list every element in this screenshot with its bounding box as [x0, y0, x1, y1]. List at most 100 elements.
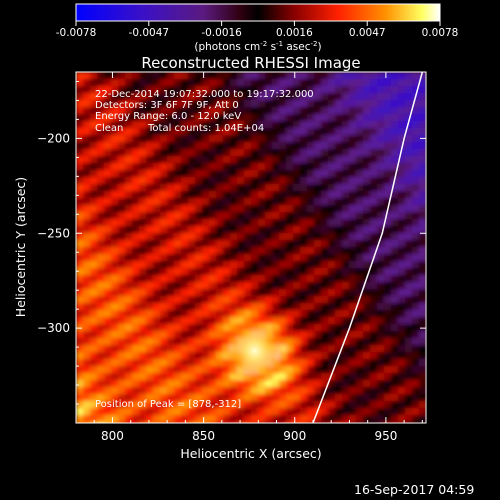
- heatmap-cell: [216, 198, 224, 206]
- heatmap-cell: [342, 240, 350, 248]
- heatmap-cell: [181, 324, 189, 332]
- heatmap-cell: [83, 107, 91, 115]
- heatmap-cell: [307, 394, 315, 402]
- heatmap-cell: [216, 142, 224, 150]
- heatmap-cell: [321, 86, 329, 94]
- heatmap-cell: [412, 198, 420, 206]
- heatmap-cell: [412, 261, 420, 269]
- heatmap-cell: [83, 128, 91, 136]
- heatmap-cell: [405, 275, 413, 283]
- heatmap-cell: [279, 296, 287, 304]
- heatmap-cell: [419, 149, 426, 157]
- heatmap-cell: [188, 289, 196, 297]
- heatmap-cell: [398, 380, 406, 388]
- heatmap-cell: [195, 142, 203, 150]
- heatmap-cell: [258, 247, 266, 255]
- heatmap-cell: [118, 268, 126, 276]
- heatmap-cell: [363, 282, 371, 290]
- heatmap-cell: [90, 226, 98, 234]
- heatmap-cell: [97, 303, 105, 311]
- heatmap-cell: [139, 93, 147, 101]
- heatmap-cell: [216, 387, 224, 395]
- heatmap-cell: [265, 114, 273, 122]
- heatmap-cell: [230, 149, 238, 157]
- heatmap-cell: [223, 135, 231, 143]
- heatmap-cell: [132, 86, 140, 94]
- heatmap-cell: [153, 352, 161, 360]
- heatmap-cell: [76, 86, 84, 94]
- heatmap-cell: [314, 135, 322, 143]
- heatmap-cell: [342, 359, 350, 367]
- heatmap-cell: [335, 72, 343, 80]
- heatmap-cell: [321, 79, 329, 87]
- heatmap-cell: [195, 275, 203, 283]
- heatmap-cell: [300, 93, 308, 101]
- heatmap-cell: [300, 310, 308, 318]
- heatmap-cell: [132, 205, 140, 213]
- heatmap-cell: [377, 401, 385, 409]
- heatmap-cell: [349, 240, 357, 248]
- heatmap-cell: [237, 303, 245, 311]
- heatmap-cell: [349, 415, 357, 423]
- heatmap-cell: [398, 86, 406, 94]
- heatmap-cell: [370, 93, 378, 101]
- heatmap-cell: [202, 373, 210, 381]
- y-axis-label: Heliocentric Y (arcsec): [13, 177, 28, 317]
- heatmap-cell: [132, 240, 140, 248]
- heatmap-cell: [377, 275, 385, 283]
- heatmap-cell: [83, 254, 91, 262]
- heatmap-cell: [90, 303, 98, 311]
- heatmap-cell: [104, 219, 112, 227]
- heatmap-cell: [209, 135, 217, 143]
- heatmap-cell: [97, 317, 105, 325]
- heatmap-cell: [370, 275, 378, 283]
- heatmap-cell: [111, 170, 119, 178]
- colorbar-tick-label: 0.0047: [349, 27, 386, 39]
- heatmap-cell: [286, 79, 294, 87]
- heatmap-cell: [412, 79, 420, 87]
- heatmap-cell: [405, 331, 413, 339]
- heatmap-cell: [174, 135, 182, 143]
- heatmap-cell: [132, 324, 140, 332]
- heatmap-cell: [279, 100, 287, 108]
- heatmap-cell: [356, 177, 364, 185]
- heatmap-cell: [251, 401, 259, 409]
- heatmap-cell: [132, 366, 140, 374]
- heatmap-cell: [356, 191, 364, 199]
- heatmap-cell: [132, 394, 140, 402]
- annotation-time-range: 22-Dec-2014 19:07:32.000 to 19:17:32.000: [95, 89, 314, 100]
- heatmap-cell: [370, 394, 378, 402]
- heatmap-cell: [384, 345, 392, 353]
- heatmap-cell: [349, 387, 357, 395]
- heatmap-cell: [97, 373, 105, 381]
- heatmap-cell: [174, 345, 182, 353]
- heatmap-cell: [405, 401, 413, 409]
- heatmap-cell: [167, 191, 175, 199]
- heatmap-cell: [160, 205, 168, 213]
- heatmap-cell: [153, 268, 161, 276]
- heatmap-cell: [391, 163, 399, 171]
- heatmap-cell: [216, 261, 224, 269]
- heatmap-cell: [251, 191, 259, 199]
- heatmap-cell: [398, 198, 406, 206]
- heatmap-cell: [356, 149, 364, 157]
- heatmap-cell: [146, 93, 154, 101]
- heatmap-cell: [83, 93, 91, 101]
- heatmap-cell: [314, 289, 322, 297]
- heatmap-cell: [174, 261, 182, 269]
- heatmap-cell: [104, 296, 112, 304]
- heatmap-cell: [202, 303, 210, 311]
- heatmap-cell: [384, 191, 392, 199]
- heatmap-cell: [342, 72, 350, 80]
- heatmap-cell: [293, 72, 301, 80]
- heatmap-cell: [167, 79, 175, 87]
- heatmap-cell: [272, 226, 280, 234]
- heatmap-cell: [293, 331, 301, 339]
- heatmap-cell: [188, 107, 196, 115]
- heatmap-cell: [307, 72, 315, 80]
- heatmap-cell: [146, 205, 154, 213]
- heatmap-cell: [139, 121, 147, 129]
- heatmap-cell: [363, 135, 371, 143]
- heatmap-cell: [132, 359, 140, 367]
- heatmap-cell: [230, 261, 238, 269]
